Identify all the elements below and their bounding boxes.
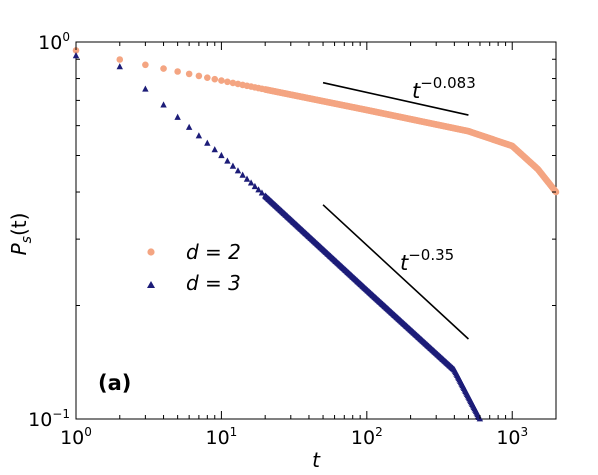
data-point [229,79,237,87]
data-point [234,167,242,174]
data-point [218,77,225,84]
data-point [142,61,149,69]
annotation-d3-exp: −0.35 [408,246,454,264]
data-point [195,132,203,139]
tick-marks [75,41,557,420]
data-point [174,113,181,120]
data-point [258,189,266,196]
y-tick-label: 100 [38,30,70,54]
series-layer [72,47,560,422]
annotation-d2-exp: −0.083 [420,74,476,92]
data-point [185,70,193,78]
data-point [116,63,123,70]
data-point [243,175,251,182]
data-point [174,68,181,75]
data-point [72,52,80,59]
annotation-d3-base: t [400,251,409,275]
y-tick-label: 10−1 [28,407,70,431]
data-point [195,72,203,80]
data-point [229,162,237,169]
data-point [211,75,219,83]
x-tick-label: 101 [205,425,237,449]
data-point [185,123,193,130]
annotation-d3-exponent: t−0.35 [400,246,454,275]
data-point [224,78,231,86]
x-axis-label: t [312,448,321,472]
series-d2 [72,47,560,196]
panel-label: (a) [98,371,131,395]
reference-line-d2 [322,81,469,116]
x-tick-label: 102 [351,425,383,449]
data-point [204,74,211,81]
x-tick-label: 103 [496,425,528,449]
data-point [116,56,124,63]
data-point [218,151,225,159]
y-axis-label: Ps(t) [7,213,35,256]
data-point [211,146,218,153]
series-d3 [72,52,484,422]
data-point [160,65,167,72]
y-axis-label-arg: (t) [7,213,31,236]
y-axis-label-base: P [7,242,31,255]
legend-label-d3: d = 3 [186,271,241,295]
data-point [204,139,211,146]
legend: d = 2 d = 3 [147,240,241,295]
annotation-d2-base: t [412,79,421,103]
annotation-d2-exponent: t−0.083 [412,74,476,103]
legend-marker-d2 [147,248,155,256]
data-point [239,171,246,178]
reference-line-d3 [322,204,469,340]
data-point [160,101,167,108]
data-point [251,182,259,190]
legend-marker-d3 [147,281,155,288]
data-point [247,179,255,186]
reference-lines [322,81,469,340]
x-tick-label: 100 [60,425,92,449]
legend-label-d2: d = 2 [186,240,241,264]
data-point [255,186,262,193]
data-point [224,157,231,164]
y-axis-label-sub: s [19,236,35,243]
data-point [72,47,80,54]
svg-text:Ps(t): Ps(t) [7,213,35,256]
plot-frame [75,41,557,420]
data-point [142,85,149,92]
